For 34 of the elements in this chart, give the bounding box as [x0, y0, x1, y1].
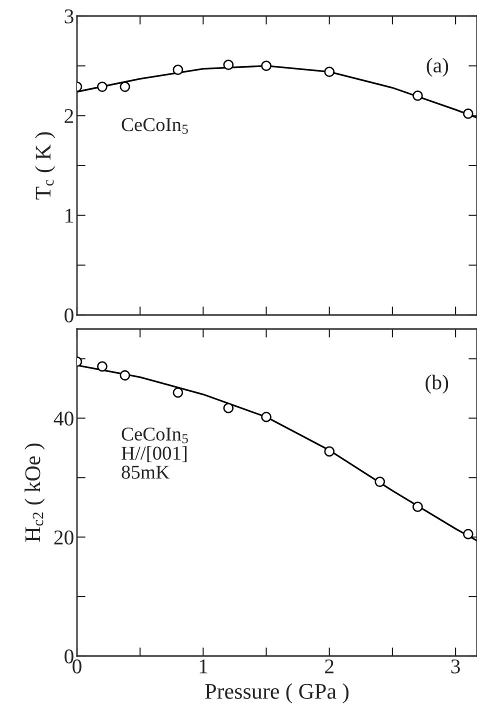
y-tick-label: 0: [64, 649, 74, 664]
y-tick-label: 2: [64, 109, 74, 123]
annotation: (b): [426, 374, 448, 394]
point: [97, 82, 108, 92]
y-tick-label: 0: [64, 308, 74, 322]
point: [412, 502, 423, 512]
y-tick-label: 3: [64, 9, 74, 24]
annotation: CeCoIn$_{5}$: [122, 118, 188, 134]
point: [223, 402, 234, 414]
x-tick-label: 2: [325, 659, 334, 674]
point: [261, 412, 272, 422]
point: [412, 90, 423, 101]
x-tick-label: 1: [200, 659, 208, 674]
point: [172, 64, 184, 76]
point: [462, 528, 474, 540]
y-axis-title: T$_{c}$ ( K ): [35, 132, 56, 200]
y-axis-title: H$_{c2}$ ( kOe ): [24, 444, 45, 542]
annotation: CeCoIn$_{5}$ H//[001] 85mK: [122, 428, 188, 479]
point: [120, 370, 130, 381]
point: [462, 108, 474, 119]
point: [374, 476, 386, 487]
y-tick-label: 40: [54, 412, 74, 426]
annotation: (a): [426, 58, 448, 77]
point: [97, 361, 108, 372]
x-tick-label: 3: [451, 659, 460, 674]
point: [172, 387, 184, 398]
point: [324, 446, 335, 457]
y-tick-label: 20: [54, 530, 74, 545]
point: [120, 82, 130, 92]
point: [261, 60, 272, 72]
point: [324, 66, 335, 78]
x-axis-title: Pressure ( GPa ): [205, 683, 349, 704]
point: [223, 60, 234, 70]
y-tick-label: 1: [66, 208, 73, 223]
